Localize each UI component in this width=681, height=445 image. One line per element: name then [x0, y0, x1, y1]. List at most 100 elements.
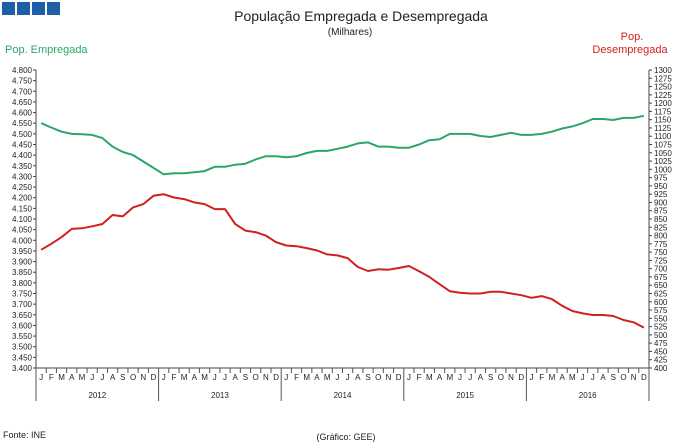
right-tick-label: 400	[654, 364, 668, 373]
right-tick-label: 425	[654, 356, 668, 365]
month-tick-label: M	[426, 373, 433, 382]
left-tick-label: 4.800	[12, 66, 33, 75]
right-tick-label: 600	[654, 298, 668, 307]
right-tick-label: 900	[654, 198, 668, 207]
left-tick-label: 3.450	[12, 353, 33, 362]
month-tick-label: J	[407, 373, 411, 382]
left-tick-label: 4.650	[12, 98, 33, 107]
left-tick-label: 3.650	[12, 311, 33, 320]
month-tick-label: M	[569, 373, 576, 382]
month-tick-label: M	[303, 373, 310, 382]
right-tick-label: 575	[654, 306, 668, 315]
right-tick-label: 850	[654, 215, 668, 224]
right-tick-label: 675	[654, 273, 668, 282]
month-tick-label: J	[39, 373, 43, 382]
right-tick-label: 1225	[654, 91, 672, 100]
right-tick-label: 525	[654, 323, 668, 332]
left-tick-label: 3.600	[12, 321, 33, 330]
right-tick-label: 1175	[654, 107, 672, 116]
month-tick-label: J	[223, 373, 227, 382]
month-tick-label: J	[591, 373, 595, 382]
left-tick-label: 4.200	[12, 194, 33, 203]
month-tick-label: M	[446, 373, 453, 382]
right-tick-label: 1025	[654, 157, 672, 166]
left-axis-label: Pop. Empregada	[5, 44, 88, 56]
month-tick-label: J	[346, 373, 350, 382]
logo-square	[47, 2, 60, 15]
right-tick-label: 925	[654, 190, 668, 199]
year-label: 2015	[456, 391, 474, 400]
right-tick-label: 1275	[654, 74, 672, 83]
month-tick-label: M	[58, 373, 65, 382]
right-tick-label: 1075	[654, 141, 672, 150]
right-tick-label: 650	[654, 281, 668, 290]
left-tick-label: 4.400	[12, 151, 33, 160]
month-tick-label: A	[233, 373, 239, 382]
month-tick-label: D	[273, 373, 279, 382]
month-tick-label: J	[530, 373, 534, 382]
left-tick-label: 3.700	[12, 300, 33, 309]
left-tick-label: 4.000	[12, 236, 33, 245]
right-tick-label: 550	[654, 314, 668, 323]
left-tick-label: 4.150	[12, 204, 33, 213]
left-tick-label: 4.500	[12, 130, 33, 139]
left-tick-label: 4.750	[12, 77, 33, 86]
month-tick-label: O	[498, 373, 504, 382]
left-tick-label: 3.500	[12, 343, 33, 352]
right-tick-label: 750	[654, 248, 668, 257]
right-tick-label: 1300	[654, 66, 672, 75]
right-tick-label: 500	[654, 331, 668, 340]
right-axis-ticks: 4004254504755005255505756006256506757007…	[649, 66, 672, 373]
month-tick-label: S	[365, 373, 370, 382]
credit-note: (Gráfico: GEE)	[316, 432, 375, 442]
month-tick-label: M	[79, 373, 86, 382]
month-tick-label: A	[355, 373, 361, 382]
left-tick-label: 4.550	[12, 119, 33, 128]
right-tick-label: 475	[654, 339, 668, 348]
right-tick-label: 950	[654, 182, 668, 191]
left-tick-label: 3.900	[12, 258, 33, 267]
left-tick-label: 4.700	[12, 87, 33, 96]
month-tick-label: A	[437, 373, 443, 382]
right-tick-label: 825	[654, 223, 668, 232]
right-tick-label: 1000	[654, 165, 672, 174]
month-tick-label: O	[253, 373, 259, 382]
month-tick-label: D	[151, 373, 157, 382]
year-label: 2014	[334, 391, 352, 400]
month-tick-label: M	[549, 373, 556, 382]
month-tick-label: S	[611, 373, 616, 382]
month-tick-label: J	[581, 373, 585, 382]
month-tick-label: F	[417, 373, 422, 382]
month-tick-label: M	[201, 373, 208, 382]
right-tick-label: 1050	[654, 149, 672, 158]
right-axis-label-line1: Pop.	[621, 31, 644, 43]
left-tick-label: 4.100	[12, 215, 33, 224]
month-tick-label: S	[120, 373, 125, 382]
logo-square	[2, 2, 15, 15]
chart-title: População Empregada e Desempregada	[234, 8, 488, 24]
left-tick-label: 4.350	[12, 162, 33, 171]
month-tick-label: J	[335, 373, 339, 382]
right-tick-label: 1125	[654, 124, 672, 133]
month-tick-label: J	[213, 373, 217, 382]
month-tick-label: N	[386, 373, 392, 382]
left-tick-label: 3.750	[12, 290, 33, 299]
left-tick-label: 4.050	[12, 226, 33, 235]
year-label: 2012	[88, 391, 106, 400]
month-tick-label: A	[69, 373, 75, 382]
left-tick-label: 4.300	[12, 172, 33, 181]
source-note: Fonte: INE	[3, 430, 46, 440]
chart-subtitle: (Milhares)	[328, 27, 372, 38]
month-tick-label: F	[539, 373, 544, 382]
month-tick-label: F	[49, 373, 54, 382]
month-tick-label: A	[478, 373, 484, 382]
month-tick-label: S	[243, 373, 248, 382]
month-tick-label: N	[631, 373, 637, 382]
month-tick-label: D	[518, 373, 524, 382]
right-tick-label: 450	[654, 347, 668, 356]
month-tick-label: J	[284, 373, 288, 382]
logo-square	[32, 2, 45, 15]
right-tick-label: 700	[654, 265, 668, 274]
